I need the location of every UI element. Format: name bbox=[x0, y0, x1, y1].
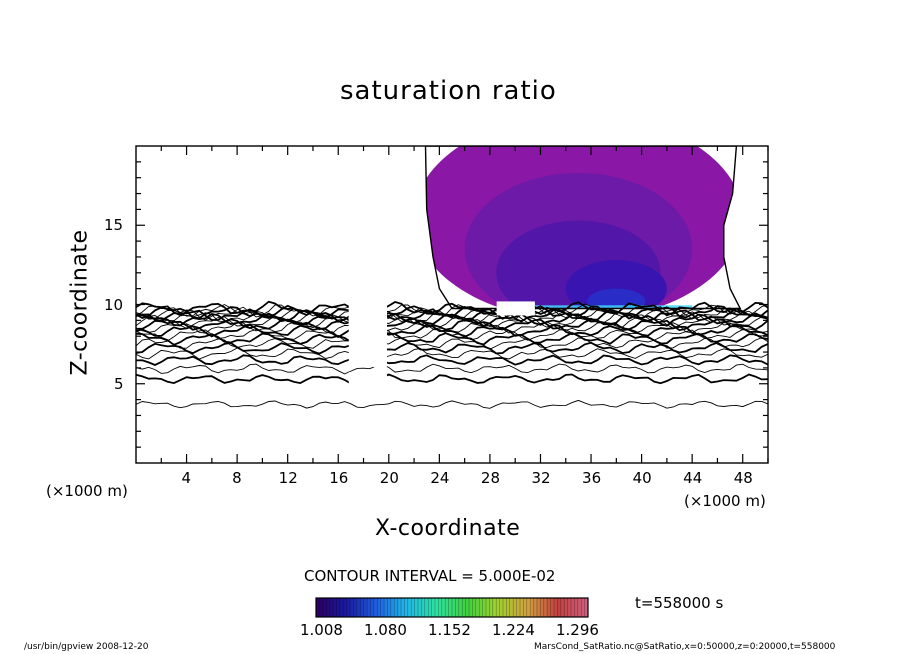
x-tick-label-44: 44 bbox=[683, 469, 703, 487]
shade-band-4 bbox=[587, 288, 646, 309]
footer-left: /usr/bin/gpview 2008-12-20 bbox=[24, 642, 149, 652]
colorbar-tick-1: 1.080 bbox=[364, 621, 407, 639]
x-tick-label-40: 40 bbox=[632, 469, 652, 487]
contour-line-0.95 bbox=[136, 303, 768, 318]
x-unit-left: (×1000 m) bbox=[46, 482, 128, 500]
shade-bright-edge bbox=[521, 305, 693, 309]
x-tick-label-8: 8 bbox=[232, 469, 242, 487]
contour-line-0.1 bbox=[136, 373, 768, 385]
axis-ticks bbox=[136, 146, 769, 463]
contour-interval: CONTOUR INTERVAL = 5.000E-02 bbox=[304, 567, 556, 585]
x-tick-label-20: 20 bbox=[379, 469, 399, 487]
time-label: t=558000 s bbox=[635, 594, 724, 612]
footer-right: MarsCond_SatRatio.nc@SatRatio,x=0:50000,… bbox=[534, 642, 836, 652]
contour-line-0.2 bbox=[136, 354, 768, 366]
y-tick-label-5: 5 bbox=[114, 374, 124, 393]
y-tick-label-10: 10 bbox=[104, 295, 124, 314]
colorbar-tick-4: 1.296 bbox=[556, 621, 599, 639]
shade-outline bbox=[424, 146, 742, 310]
x-tick-label-28: 28 bbox=[480, 469, 500, 487]
colorbar-gradient bbox=[316, 598, 588, 617]
x-tick-label-4: 4 bbox=[181, 469, 192, 487]
contour-line-0.85 bbox=[136, 306, 768, 321]
contour-line-0.4 bbox=[136, 332, 768, 346]
contour-line-0.15 bbox=[136, 363, 768, 375]
colorbar-tick-0: 1.008 bbox=[300, 621, 343, 639]
x-tick-label-12: 12 bbox=[278, 469, 298, 487]
contour-lines bbox=[136, 300, 768, 409]
contour-line-0.45 bbox=[136, 329, 768, 342]
x-axis-label: X-coordinate bbox=[375, 516, 521, 541]
x-tick-label-32: 32 bbox=[531, 469, 551, 487]
contour-line-0.05 bbox=[136, 399, 768, 409]
chart-title: saturation ratio bbox=[340, 76, 557, 106]
x-tick-label-16: 16 bbox=[329, 469, 349, 487]
colorbar bbox=[315, 597, 589, 618]
x-tick-label-36: 36 bbox=[582, 469, 602, 487]
x-tick-label-48: 48 bbox=[733, 469, 753, 487]
contour-line-0.65 bbox=[136, 315, 768, 329]
x-tick-label-24: 24 bbox=[430, 469, 450, 487]
y-tick-label-15: 15 bbox=[104, 216, 124, 235]
colorbar-tick-3: 1.224 bbox=[492, 621, 535, 639]
contour-line-1 bbox=[136, 300, 768, 317]
contour-line-0.35 bbox=[136, 337, 768, 350]
colorbar-tick-2: 1.152 bbox=[428, 621, 471, 639]
shaded-region bbox=[424, 146, 742, 310]
contour-labels: 0.100.200.300.400.500.600.700.800.901.00 bbox=[348, 301, 535, 388]
x-unit-right: (×1000 m) bbox=[684, 492, 766, 510]
y-axis-label: Z-coordinate bbox=[67, 229, 93, 376]
